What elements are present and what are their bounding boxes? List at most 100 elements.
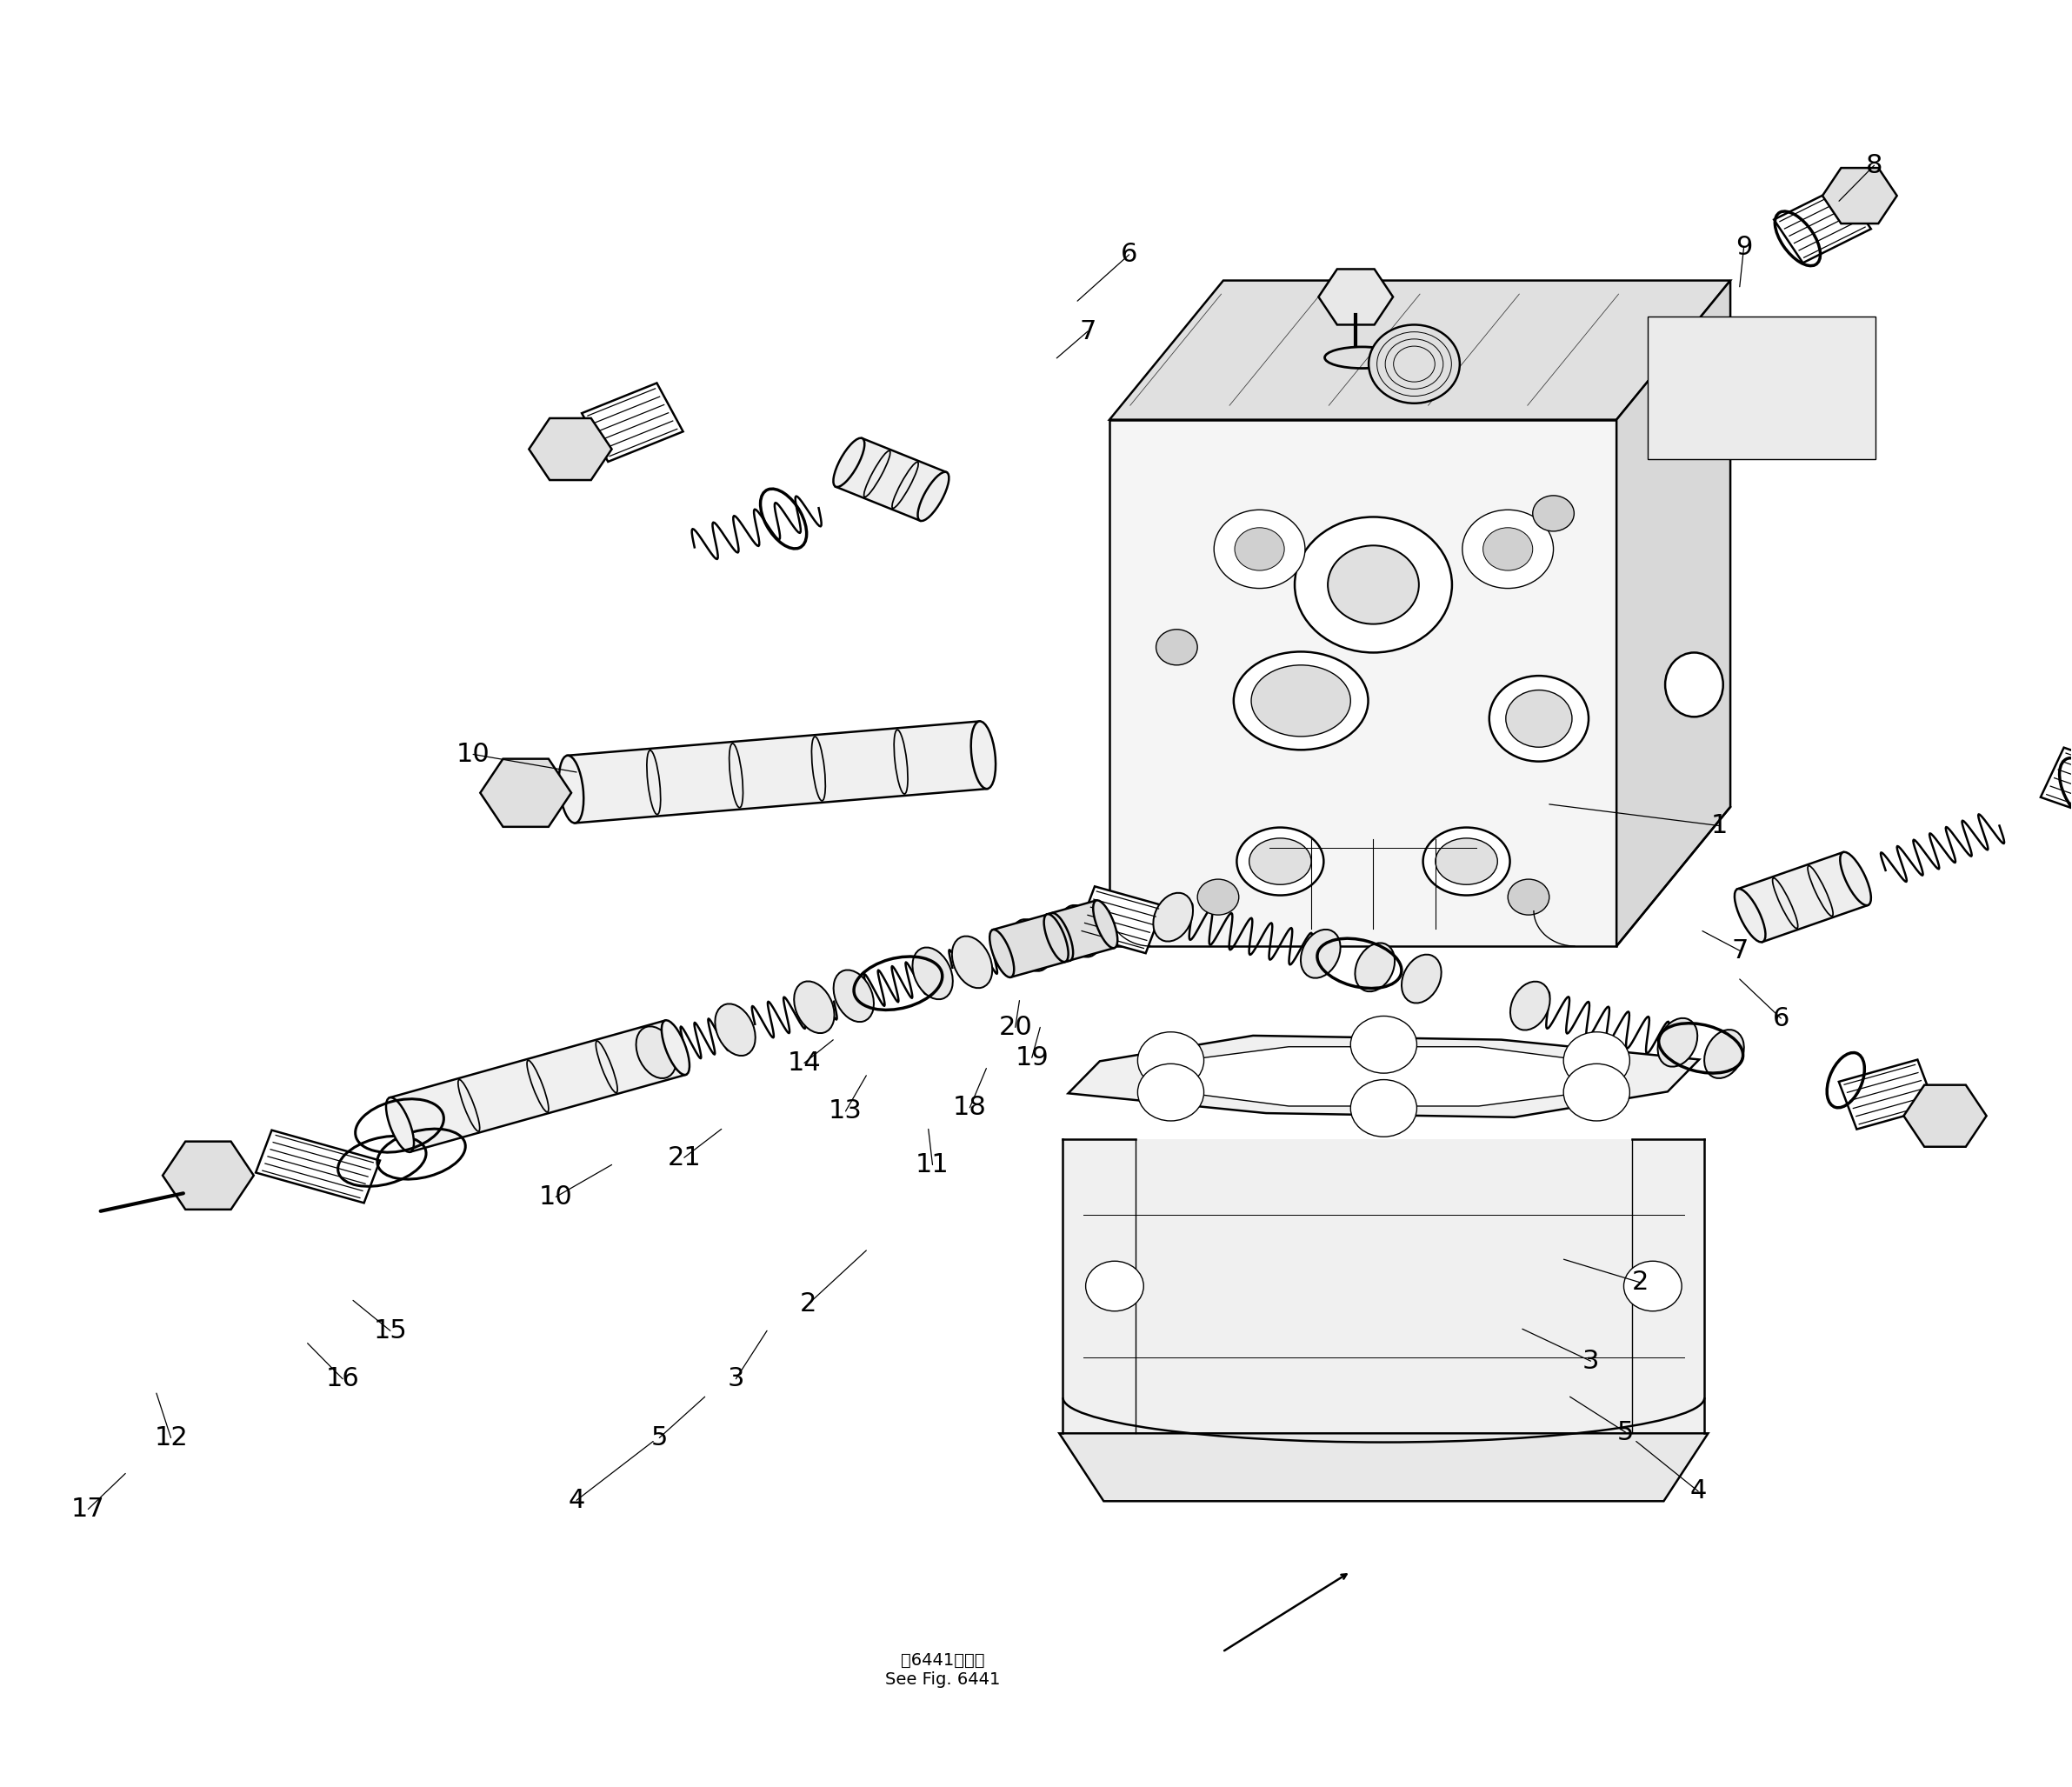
Ellipse shape [1011, 919, 1051, 970]
Circle shape [1235, 527, 1285, 570]
Circle shape [1198, 879, 1239, 915]
Ellipse shape [1251, 665, 1351, 736]
Polygon shape [528, 418, 611, 481]
Circle shape [1138, 1063, 1204, 1120]
Polygon shape [1154, 1047, 1614, 1106]
Text: 9: 9 [1736, 234, 1753, 261]
Text: 11: 11 [916, 1153, 949, 1178]
Text: 4: 4 [568, 1487, 584, 1514]
Polygon shape [390, 1020, 686, 1153]
Ellipse shape [1094, 901, 1117, 949]
Text: 12: 12 [153, 1426, 189, 1451]
Ellipse shape [1301, 929, 1341, 977]
Polygon shape [1109, 420, 1616, 945]
Circle shape [1463, 509, 1554, 588]
Ellipse shape [951, 936, 992, 988]
Circle shape [1351, 1017, 1417, 1074]
Ellipse shape [1658, 1019, 1697, 1067]
Circle shape [1351, 1079, 1417, 1137]
Polygon shape [1647, 316, 1875, 459]
Polygon shape [1109, 281, 1730, 420]
Text: 3: 3 [727, 1367, 744, 1392]
Circle shape [1624, 1262, 1682, 1312]
Polygon shape [1774, 186, 1871, 263]
Polygon shape [1069, 1036, 1699, 1117]
Polygon shape [481, 759, 572, 827]
Polygon shape [1616, 281, 1730, 945]
Text: 3: 3 [1583, 1349, 1600, 1374]
Text: 16: 16 [325, 1367, 361, 1392]
Ellipse shape [1510, 981, 1550, 1029]
Ellipse shape [833, 438, 864, 488]
Polygon shape [1904, 1085, 1987, 1147]
Ellipse shape [1401, 954, 1442, 1003]
Text: 5: 5 [1618, 1421, 1635, 1446]
Ellipse shape [715, 1004, 756, 1056]
Ellipse shape [385, 1097, 414, 1153]
Circle shape [1370, 325, 1461, 404]
Ellipse shape [559, 756, 584, 824]
Ellipse shape [1249, 838, 1312, 885]
Polygon shape [568, 722, 986, 824]
Ellipse shape [1355, 944, 1394, 992]
Ellipse shape [661, 1020, 690, 1074]
Text: 5: 5 [651, 1426, 667, 1451]
Ellipse shape [912, 947, 953, 999]
Polygon shape [1838, 1060, 1935, 1129]
Ellipse shape [972, 722, 997, 788]
Polygon shape [162, 1142, 253, 1210]
Ellipse shape [1490, 675, 1589, 761]
Ellipse shape [1237, 827, 1324, 895]
Circle shape [1138, 1031, 1204, 1088]
Ellipse shape [990, 929, 1013, 977]
Ellipse shape [1423, 827, 1510, 895]
Ellipse shape [1436, 838, 1498, 885]
Circle shape [1156, 629, 1198, 665]
Circle shape [1086, 1262, 1144, 1312]
Ellipse shape [1061, 906, 1100, 958]
Text: 8: 8 [1865, 152, 1883, 179]
Text: 6: 6 [1121, 241, 1138, 268]
Text: 10: 10 [456, 742, 489, 767]
Ellipse shape [1840, 852, 1871, 906]
Ellipse shape [794, 981, 835, 1033]
Ellipse shape [636, 1026, 675, 1078]
Polygon shape [1046, 901, 1115, 961]
Circle shape [1564, 1031, 1631, 1088]
Ellipse shape [1044, 915, 1069, 961]
Text: 17: 17 [70, 1496, 106, 1523]
Text: 2: 2 [1633, 1271, 1649, 1296]
Text: 2: 2 [800, 1292, 816, 1317]
Text: 13: 13 [829, 1099, 862, 1124]
Text: 15: 15 [373, 1319, 406, 1344]
Polygon shape [255, 1129, 379, 1203]
Text: 1: 1 [1711, 813, 1728, 838]
Polygon shape [1318, 270, 1392, 325]
Ellipse shape [833, 970, 874, 1022]
Polygon shape [835, 438, 947, 520]
Text: 6: 6 [1774, 1006, 1790, 1031]
Ellipse shape [1734, 888, 1765, 942]
Polygon shape [2041, 747, 2072, 826]
Text: 第6441図参照
See Fig. 6441: 第6441図参照 See Fig. 6441 [885, 1651, 1001, 1687]
Circle shape [1328, 545, 1419, 624]
Polygon shape [1059, 1433, 1707, 1501]
Text: 21: 21 [667, 1145, 700, 1170]
Text: 7: 7 [1732, 938, 1749, 963]
Polygon shape [1077, 886, 1164, 952]
Polygon shape [1738, 852, 1869, 942]
Polygon shape [1823, 168, 1898, 223]
Ellipse shape [918, 472, 949, 522]
Circle shape [1533, 495, 1575, 531]
Text: 18: 18 [953, 1095, 986, 1120]
Circle shape [1564, 1063, 1631, 1120]
Ellipse shape [1506, 690, 1573, 747]
Text: 20: 20 [999, 1015, 1032, 1040]
Polygon shape [582, 382, 684, 461]
Ellipse shape [1233, 652, 1368, 751]
Ellipse shape [1154, 894, 1193, 942]
Circle shape [1484, 527, 1533, 570]
Ellipse shape [1048, 913, 1073, 961]
Circle shape [1508, 879, 1550, 915]
Ellipse shape [1666, 652, 1724, 717]
